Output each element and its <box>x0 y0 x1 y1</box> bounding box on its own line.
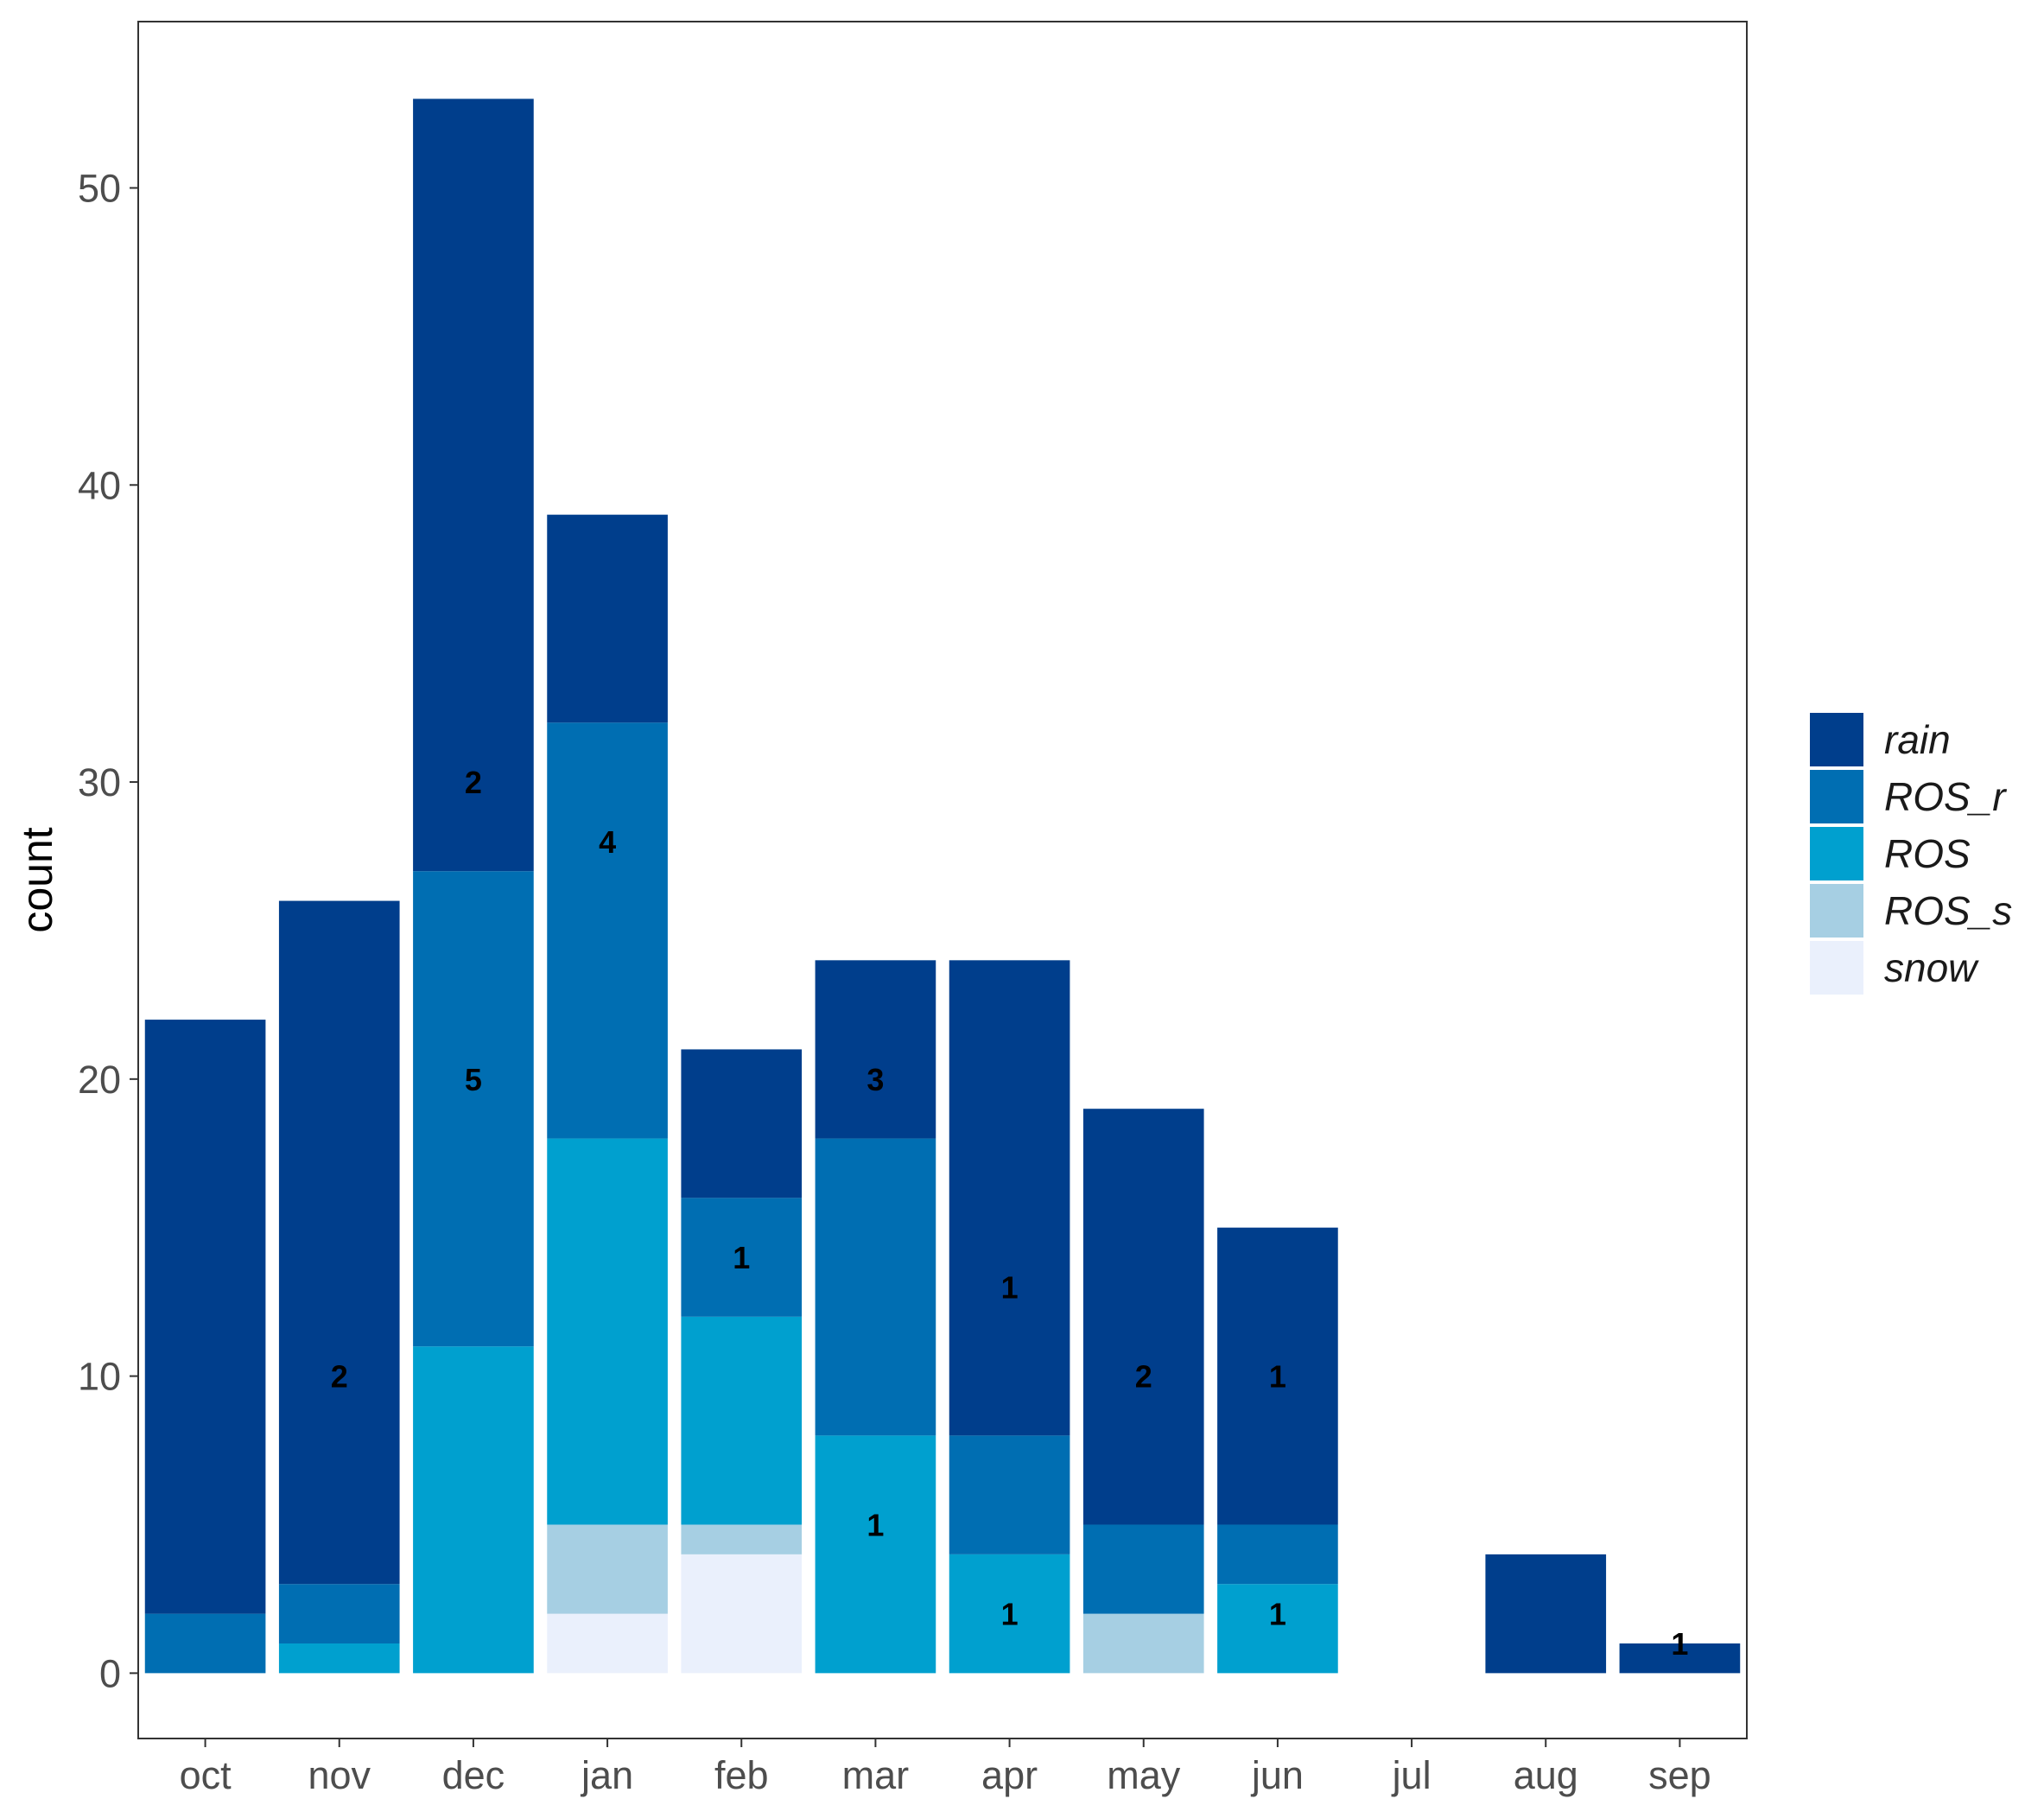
bar-jun-ros-r <box>1217 1524 1338 1585</box>
x-tick-label-jul: jul <box>1391 1753 1431 1797</box>
bar-jun-rain <box>1217 1227 1338 1525</box>
data-label-mar-6: 1 <box>866 1507 884 1542</box>
legend-key-rain <box>1810 713 1863 766</box>
bar-feb-ros-s <box>681 1524 803 1554</box>
data-label-feb-4: 1 <box>733 1240 750 1275</box>
bar-mar-ros-r <box>815 1138 936 1436</box>
bar-dec-ros <box>413 1346 534 1674</box>
data-label-jun-11: 1 <box>1269 1597 1286 1632</box>
bar-jan-ros-s <box>547 1524 668 1614</box>
legend-label-ros-s: ROS_s <box>1884 888 2012 933</box>
data-label-dec-2: 5 <box>465 1062 482 1097</box>
data-label-dec-1: 2 <box>465 765 482 800</box>
bar-sep-rain <box>1619 1643 1741 1674</box>
data-label-mar-5: 3 <box>866 1062 884 1097</box>
legend-label-rain: rain <box>1884 717 1951 762</box>
x-tick-label-dec: dec <box>442 1753 505 1797</box>
data-label-apr-8: 1 <box>1001 1597 1019 1632</box>
bar-apr-ros <box>949 1554 1070 1674</box>
x-axis: oct nov dec jan feb mar apr may jun jul aug sep <box>180 1739 1711 1797</box>
bar-oct-rain <box>144 1020 266 1614</box>
bars-layer <box>144 99 1741 1674</box>
y-tick-label-30: 30 <box>78 760 121 804</box>
bar-mar-ros <box>815 1435 936 1674</box>
x-tick-label-mar: mar <box>842 1753 910 1797</box>
legend-key-ros-s <box>1810 884 1863 938</box>
bar-apr-ros-r <box>949 1435 1070 1554</box>
x-tick-label-sep: sep <box>1648 1753 1711 1797</box>
x-tick-label-jan: jan <box>580 1753 633 1797</box>
bar-feb-rain <box>681 1049 803 1198</box>
data-label-sep-12: 1 <box>1671 1626 1688 1662</box>
legend-key-ros-r <box>1810 770 1863 823</box>
bar-dec-rain <box>413 99 534 872</box>
y-tick-label-20: 20 <box>78 1058 121 1102</box>
bar-jan-ros-r <box>547 722 668 1139</box>
bar-dec-ros-r <box>413 871 534 1347</box>
data-label-nov-0: 2 <box>331 1359 348 1395</box>
bar-oct-ros-r <box>144 1613 266 1674</box>
x-tick-label-jun: jun <box>1250 1753 1304 1797</box>
x-tick-label-feb: feb <box>714 1753 769 1797</box>
bar-nov-ros-r <box>278 1584 400 1643</box>
bar-feb-ros <box>681 1316 803 1525</box>
legend-label-snow: snow <box>1884 945 1979 990</box>
bar-nov-rain <box>278 900 400 1585</box>
panel-border <box>137 21 1748 1739</box>
legend-label-ros: ROS <box>1884 831 1971 876</box>
x-tick-label-may: may <box>1107 1753 1181 1797</box>
annotations-layer: 2 2 5 4 1 3 1 1 1 2 1 1 1 <box>331 765 1689 1662</box>
bar-may-ros-r <box>1082 1524 1204 1614</box>
bar-nov-ros <box>278 1643 400 1674</box>
data-label-jun-10: 1 <box>1269 1359 1286 1395</box>
data-label-apr-7: 1 <box>1001 1269 1019 1305</box>
bar-aug-rain <box>1485 1554 1607 1674</box>
y-tick-label-10: 10 <box>78 1355 121 1399</box>
legend-label-ros-r: ROS_r <box>1884 774 2007 819</box>
bar-may-rain <box>1082 1109 1204 1525</box>
bar-apr-rain <box>949 960 1070 1436</box>
x-tick-label-oct: oct <box>180 1753 232 1797</box>
bar-mar-rain <box>815 960 936 1139</box>
bar-jan-snow <box>547 1613 668 1674</box>
legend-key-snow <box>1810 941 1863 995</box>
legend-key-ros <box>1810 827 1863 880</box>
y-axis-title: count <box>13 827 61 932</box>
bar-jan-ros <box>547 1138 668 1525</box>
bar-may-ros-s <box>1082 1613 1204 1674</box>
y-tick-label-0: 0 <box>99 1651 121 1695</box>
x-tick-label-nov: nov <box>308 1753 371 1797</box>
bar-jun-ros <box>1217 1584 1338 1674</box>
data-label-may-9: 2 <box>1135 1359 1152 1395</box>
x-tick-label-aug: aug <box>1514 1753 1578 1797</box>
bar-jan-rain <box>547 514 668 723</box>
y-axis: 0 10 20 30 40 50 <box>78 167 138 1695</box>
y-tick-label-50: 50 <box>78 167 121 211</box>
bar-feb-snow <box>681 1554 803 1674</box>
x-tick-label-apr: apr <box>981 1753 1038 1797</box>
y-tick-label-40: 40 <box>78 463 121 507</box>
bar-feb-ros-r <box>681 1198 803 1317</box>
data-label-jan-3: 4 <box>599 824 616 860</box>
